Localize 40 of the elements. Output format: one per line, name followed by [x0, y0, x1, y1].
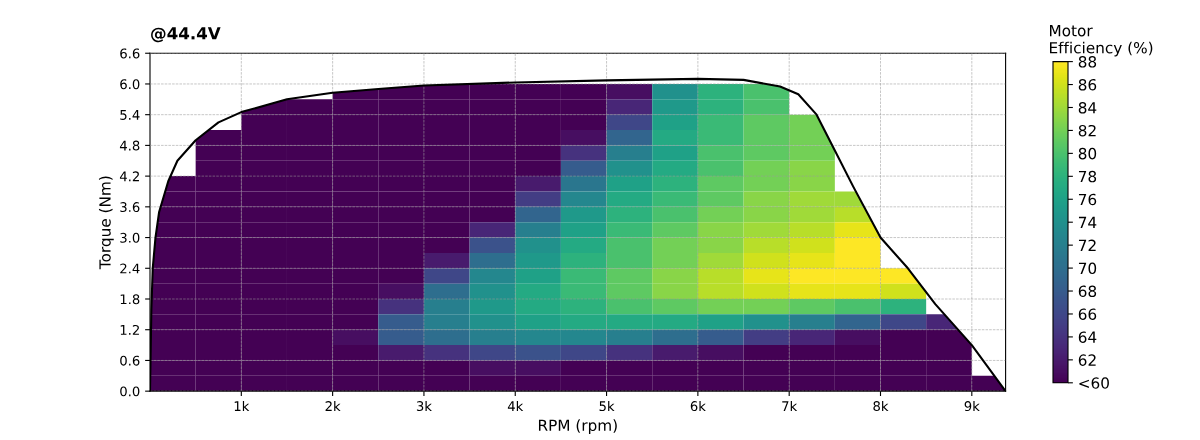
- color-bar-label: 84: [1078, 101, 1097, 114]
- x-axis-title: RPM (rpm): [538, 419, 617, 434]
- y-tick-label: 1.2: [120, 324, 139, 335]
- y-tick-label: 0.6: [120, 355, 140, 366]
- x-tick-label: 4k: [507, 400, 524, 411]
- y-tick-label: 1.8: [120, 294, 140, 305]
- color-bar-label: 86: [1078, 79, 1097, 91]
- x-tick-label: 6k: [690, 400, 706, 412]
- x-tick-label: 8k: [873, 400, 889, 412]
- color-bar-label: 82: [1078, 124, 1096, 137]
- color-bar-label: 80: [1078, 147, 1097, 160]
- x-tick-label: 2k: [325, 400, 341, 411]
- color-bar-label: 78: [1078, 170, 1097, 183]
- y-tick-label: 4.8: [119, 140, 140, 151]
- color-bar-label: <60: [1079, 377, 1109, 389]
- color-bar-label: 62: [1078, 354, 1096, 366]
- y-tick-label: 4.2: [119, 171, 139, 182]
- x-tick-label: 7k: [782, 400, 798, 411]
- x-tick-label: 5k: [599, 400, 615, 412]
- y-tick-label: 6.0: [120, 79, 140, 90]
- x-tick-label: 1k: [234, 400, 250, 411]
- color-bar-label: 66: [1078, 308, 1097, 320]
- y-axis-title: Torque (Nm): [98, 176, 114, 270]
- y-tick-label: 0.0: [120, 386, 140, 397]
- chart-title: @44.4V: [151, 27, 221, 43]
- y-tick-label: 2.4: [120, 263, 140, 274]
- color-bar-label: 68: [1078, 285, 1097, 298]
- color-bar-label: 88: [1078, 56, 1097, 68]
- color-bar-label: 72: [1078, 239, 1096, 251]
- color-bar-label: 76: [1078, 193, 1097, 206]
- color-bar-label: 64: [1078, 331, 1097, 343]
- y-tick-label: 3.0: [120, 232, 140, 243]
- color-bar-title: Motor Efficiency (%): [1050, 25, 1153, 57]
- x-tick-label: 9k: [964, 400, 980, 412]
- color-bar-label: 70: [1078, 262, 1097, 275]
- y-tick-label: 6.6: [120, 48, 140, 59]
- x-tick-label: 3k: [416, 400, 432, 412]
- color-bar-label: 74: [1078, 216, 1097, 228]
- y-tick-label: 3.6: [120, 202, 140, 213]
- y-tick-label: 5.4: [120, 110, 140, 120]
